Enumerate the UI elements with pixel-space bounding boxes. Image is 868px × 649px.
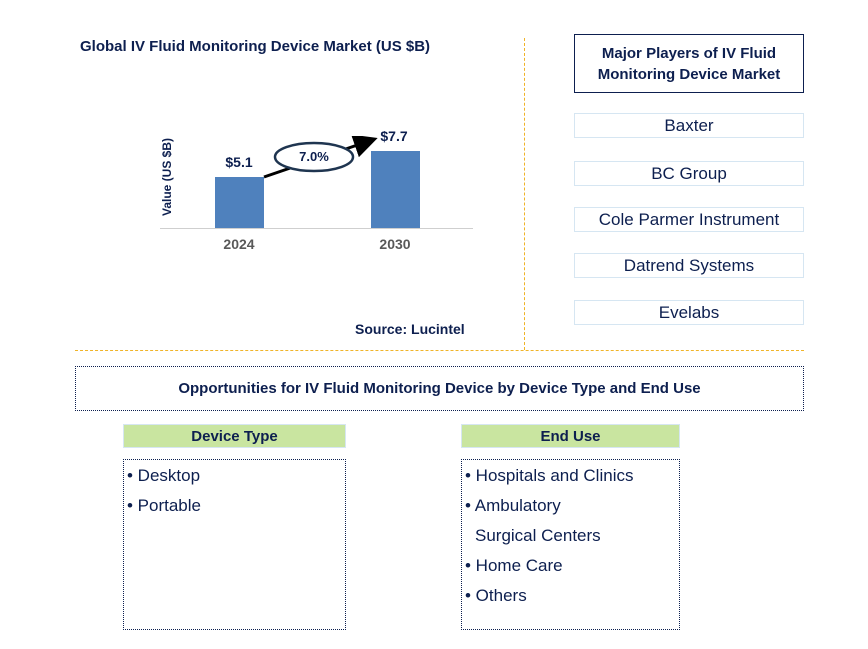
bar-value-label-2024: $5.1 xyxy=(225,154,253,170)
list-item-continuation: Surgical Centers xyxy=(475,526,601,545)
players-title: Major Players of IV Fluid Monitoring Dev… xyxy=(574,34,804,93)
bar-2024 xyxy=(215,177,264,228)
end-use-list: • Hospitals and Clinics • Ambulatory Sur… xyxy=(461,459,680,630)
source-label: Source: Lucintel xyxy=(355,321,465,337)
device-type-list: • Desktop • Portable xyxy=(123,459,346,630)
list-item: • Portable xyxy=(127,496,201,515)
cagr-label: 7.0% xyxy=(299,149,329,164)
cagr-arrow-icon xyxy=(263,136,378,179)
bar-value-label-2030: $7.7 xyxy=(380,128,408,144)
list-item: • Home Care xyxy=(465,556,563,575)
list-item: • Others xyxy=(465,586,527,605)
player-evelabs: Evelabs xyxy=(574,300,804,325)
player-cole-parmer-instrument: Cole Parmer Instrument xyxy=(574,207,804,232)
chart-title: Global IV Fluid Monitoring Device Market… xyxy=(80,38,431,55)
list-item: • Hospitals and Clinics xyxy=(465,466,634,485)
list-item: • Desktop xyxy=(127,466,201,485)
opportunities-title: Opportunities for IV Fluid Monitoring De… xyxy=(75,366,804,411)
x-tick-2030: 2030 xyxy=(379,236,411,252)
x-tick-2024: 2024 xyxy=(223,236,255,252)
bar-2030 xyxy=(371,151,420,228)
vertical-divider xyxy=(524,38,525,350)
device-type-heading: Device Type xyxy=(123,424,346,448)
y-axis-label: Value (US $B) xyxy=(160,137,174,217)
player-datrend-systems: Datrend Systems xyxy=(574,253,804,278)
horizontal-divider xyxy=(75,350,804,351)
player-baxter: Baxter xyxy=(574,113,804,138)
x-axis-line xyxy=(160,228,473,229)
list-item: • Ambulatory xyxy=(465,496,561,515)
player-bc-group: BC Group xyxy=(574,161,804,186)
end-use-heading: End Use xyxy=(461,424,680,448)
